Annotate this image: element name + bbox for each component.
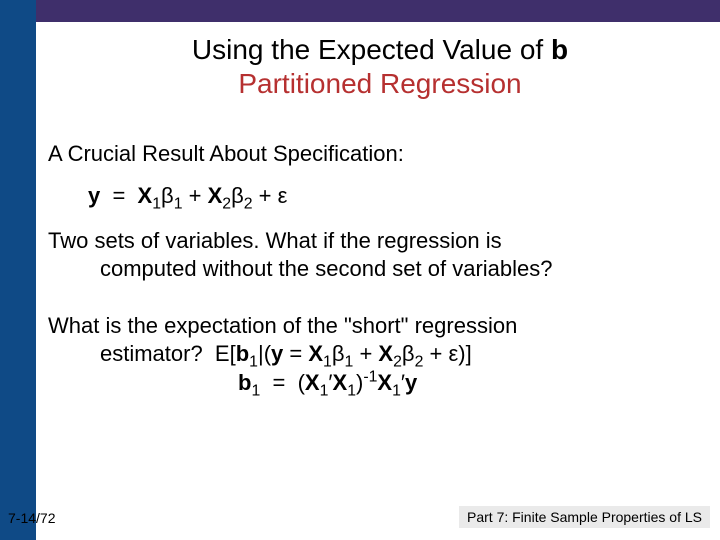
slide-title: Using the Expected Value of b Partitione… bbox=[60, 34, 700, 100]
slide: Using the Expected Value of b Partitione… bbox=[0, 0, 720, 540]
equation-2: b1 = (X1′X1)-1X1′y bbox=[48, 369, 690, 397]
paragraph-1: A Crucial Result About Specification: bbox=[48, 140, 690, 168]
paragraph-3-line-2: estimator? E[b1|(y = X1β1 + X2β2 + ε)] bbox=[48, 340, 690, 368]
title-line-1: Using the Expected Value of b bbox=[60, 34, 700, 66]
equation-1: y = X1β1 + X2β2 + ε bbox=[88, 182, 690, 210]
title-line-1-text: Using the Expected Value of bbox=[192, 34, 551, 65]
paragraph-2-line-1: Two sets of variables. What if the regre… bbox=[48, 228, 502, 253]
paragraph-2-line-2: computed without the second set of varia… bbox=[48, 255, 690, 283]
slide-body: A Crucial Result About Specification: y … bbox=[48, 140, 690, 397]
footer-page-number: 7-14/72 bbox=[8, 510, 55, 526]
title-line-1-bold: b bbox=[551, 34, 568, 65]
top-accent-bar bbox=[0, 0, 720, 22]
paragraph-3-line-1: What is the expectation of the "short" r… bbox=[48, 313, 517, 338]
left-accent-bar bbox=[0, 0, 36, 540]
paragraph-2: Two sets of variables. What if the regre… bbox=[48, 227, 690, 282]
footer-part-label: Part 7: Finite Sample Properties of LS bbox=[459, 506, 710, 528]
title-line-2: Partitioned Regression bbox=[60, 68, 700, 100]
paragraph-3: What is the expectation of the "short" r… bbox=[48, 312, 690, 397]
